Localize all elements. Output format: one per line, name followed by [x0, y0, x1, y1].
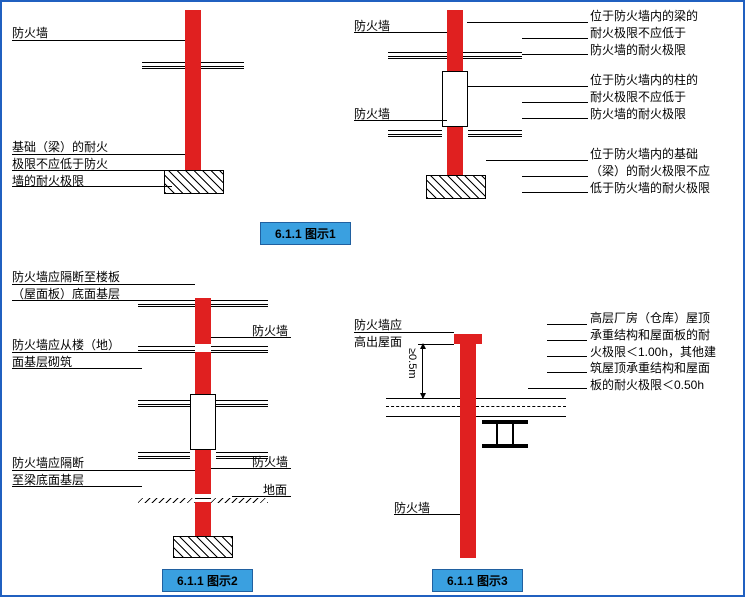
slab-2-top-l — [138, 300, 195, 308]
lead-3-r3 — [547, 356, 587, 357]
lead-3-r4 — [547, 372, 587, 373]
fw-1r-top — [447, 10, 463, 50]
lead-3-r1 — [547, 324, 587, 325]
slab-2-3-l — [138, 400, 190, 408]
slab-1l-top-r — [201, 62, 244, 70]
lead-1r-r3c — [522, 192, 588, 193]
column-1r — [442, 71, 468, 127]
dim-ext-top — [422, 344, 454, 345]
note-2-bot: 防火墙应隔断 至梁底面基层 — [12, 455, 84, 489]
note-1r-r3: 位于防火墙内的基础 （梁）的耐火极限不应 低于防火墙的耐火极限 — [590, 146, 710, 196]
note-1r-r2: 位于防火墙内的柱的 耐火极限不应低于 防火墙的耐火极限 — [590, 72, 698, 122]
dim-arrow-3 — [422, 344, 423, 398]
roof-ll-left — [386, 416, 460, 417]
dim-text-3: ≥0.5m — [406, 348, 418, 379]
fw-2-d — [195, 502, 211, 536]
note-1l-base: 基础（梁）的耐火 极限不应低于防火 墙的耐火极限 — [12, 139, 108, 189]
lead-1r-r1b — [522, 38, 588, 39]
fw-1r-beam — [447, 50, 463, 71]
page: 防火墙 基础（梁）的耐火 极限不应低于防火 墙的耐火极限 — [0, 0, 745, 597]
fw-3-bot — [460, 398, 476, 558]
slab-1r-mid-r — [468, 130, 522, 138]
firewall-1l — [185, 10, 201, 170]
slab-2-3-r — [216, 400, 268, 408]
lead-1r-r1a — [467, 22, 588, 23]
note-3-right: 高层厂房（仓库）屋顶 承重结构和屋面板的耐 火极限＜1.00h，其他建 筑屋顶承… — [590, 310, 716, 394]
ground-hatch-2 — [138, 498, 195, 503]
lead-1r-r3a — [486, 160, 588, 161]
lbl-2-ground: 地面 — [263, 482, 287, 499]
slab-1r-mid-l — [388, 130, 442, 138]
roof-ll-right — [476, 416, 566, 417]
lbl-1l-firewall: 防火墙 — [12, 25, 48, 42]
fw-2-c — [195, 450, 211, 494]
slab-1r-top-l — [388, 52, 447, 60]
slab-2-top-r — [211, 300, 268, 308]
lead-3-r2 — [547, 340, 587, 341]
slab-1r-top-r — [463, 52, 522, 60]
lbl-3-above: 防火墙应 高出屋面 — [354, 317, 402, 351]
ground-hatch-2r — [211, 498, 268, 503]
ibeam-3 — [482, 420, 528, 448]
foundation-2 — [173, 536, 233, 558]
note-1r-r1: 位于防火墙内的梁的 耐火极限不应低于 防火墙的耐火极限 — [590, 8, 698, 58]
lbl-2-fw-r2: 防火墙 — [252, 454, 288, 471]
fw-3-cap — [454, 334, 482, 344]
dim-tick-b — [418, 398, 426, 399]
lead-1r-r2c — [522, 118, 588, 119]
caption-fig3: 6.1.1 图示3 — [432, 569, 523, 592]
lbl-1r-fw-top: 防火墙 — [354, 18, 390, 35]
foundation-beam-1r — [426, 175, 486, 199]
fw-1r-low — [447, 127, 463, 175]
fw-2-b — [195, 352, 211, 394]
fw-3-top — [460, 342, 476, 398]
slab-2-4-l — [138, 452, 190, 460]
fw-2-a — [195, 298, 211, 344]
lead-1r-r1c — [522, 54, 588, 55]
lead-1r-r2a — [468, 86, 588, 87]
lbl-2-fw-r1: 防火墙 — [252, 323, 288, 340]
lead-3-r5 — [528, 388, 587, 389]
foundation-beam-1l — [164, 170, 224, 194]
lbl-3-fw: 防火墙 — [394, 500, 430, 517]
roof-l-right — [476, 398, 566, 399]
slab-1l-top-l — [142, 62, 185, 70]
caption-fig1: 6.1.1 图示1 — [260, 222, 351, 245]
roof-d-right — [476, 406, 566, 407]
note-2-top: 防火墙应隔断至楼板 （屋面板）底面基层 — [12, 269, 120, 303]
column-2 — [190, 394, 216, 450]
lead-1r-r3b — [522, 176, 588, 177]
slab-2-2-r — [211, 346, 268, 354]
lbl-1r-fw-mid: 防火墙 — [354, 106, 390, 123]
note-2-mid: 防火墙应从楼（地） 面基层砌筑 — [12, 337, 120, 371]
caption-fig2: 6.1.1 图示2 — [162, 569, 253, 592]
roof-d-left — [386, 406, 460, 407]
lead-1r-r2b — [522, 102, 588, 103]
